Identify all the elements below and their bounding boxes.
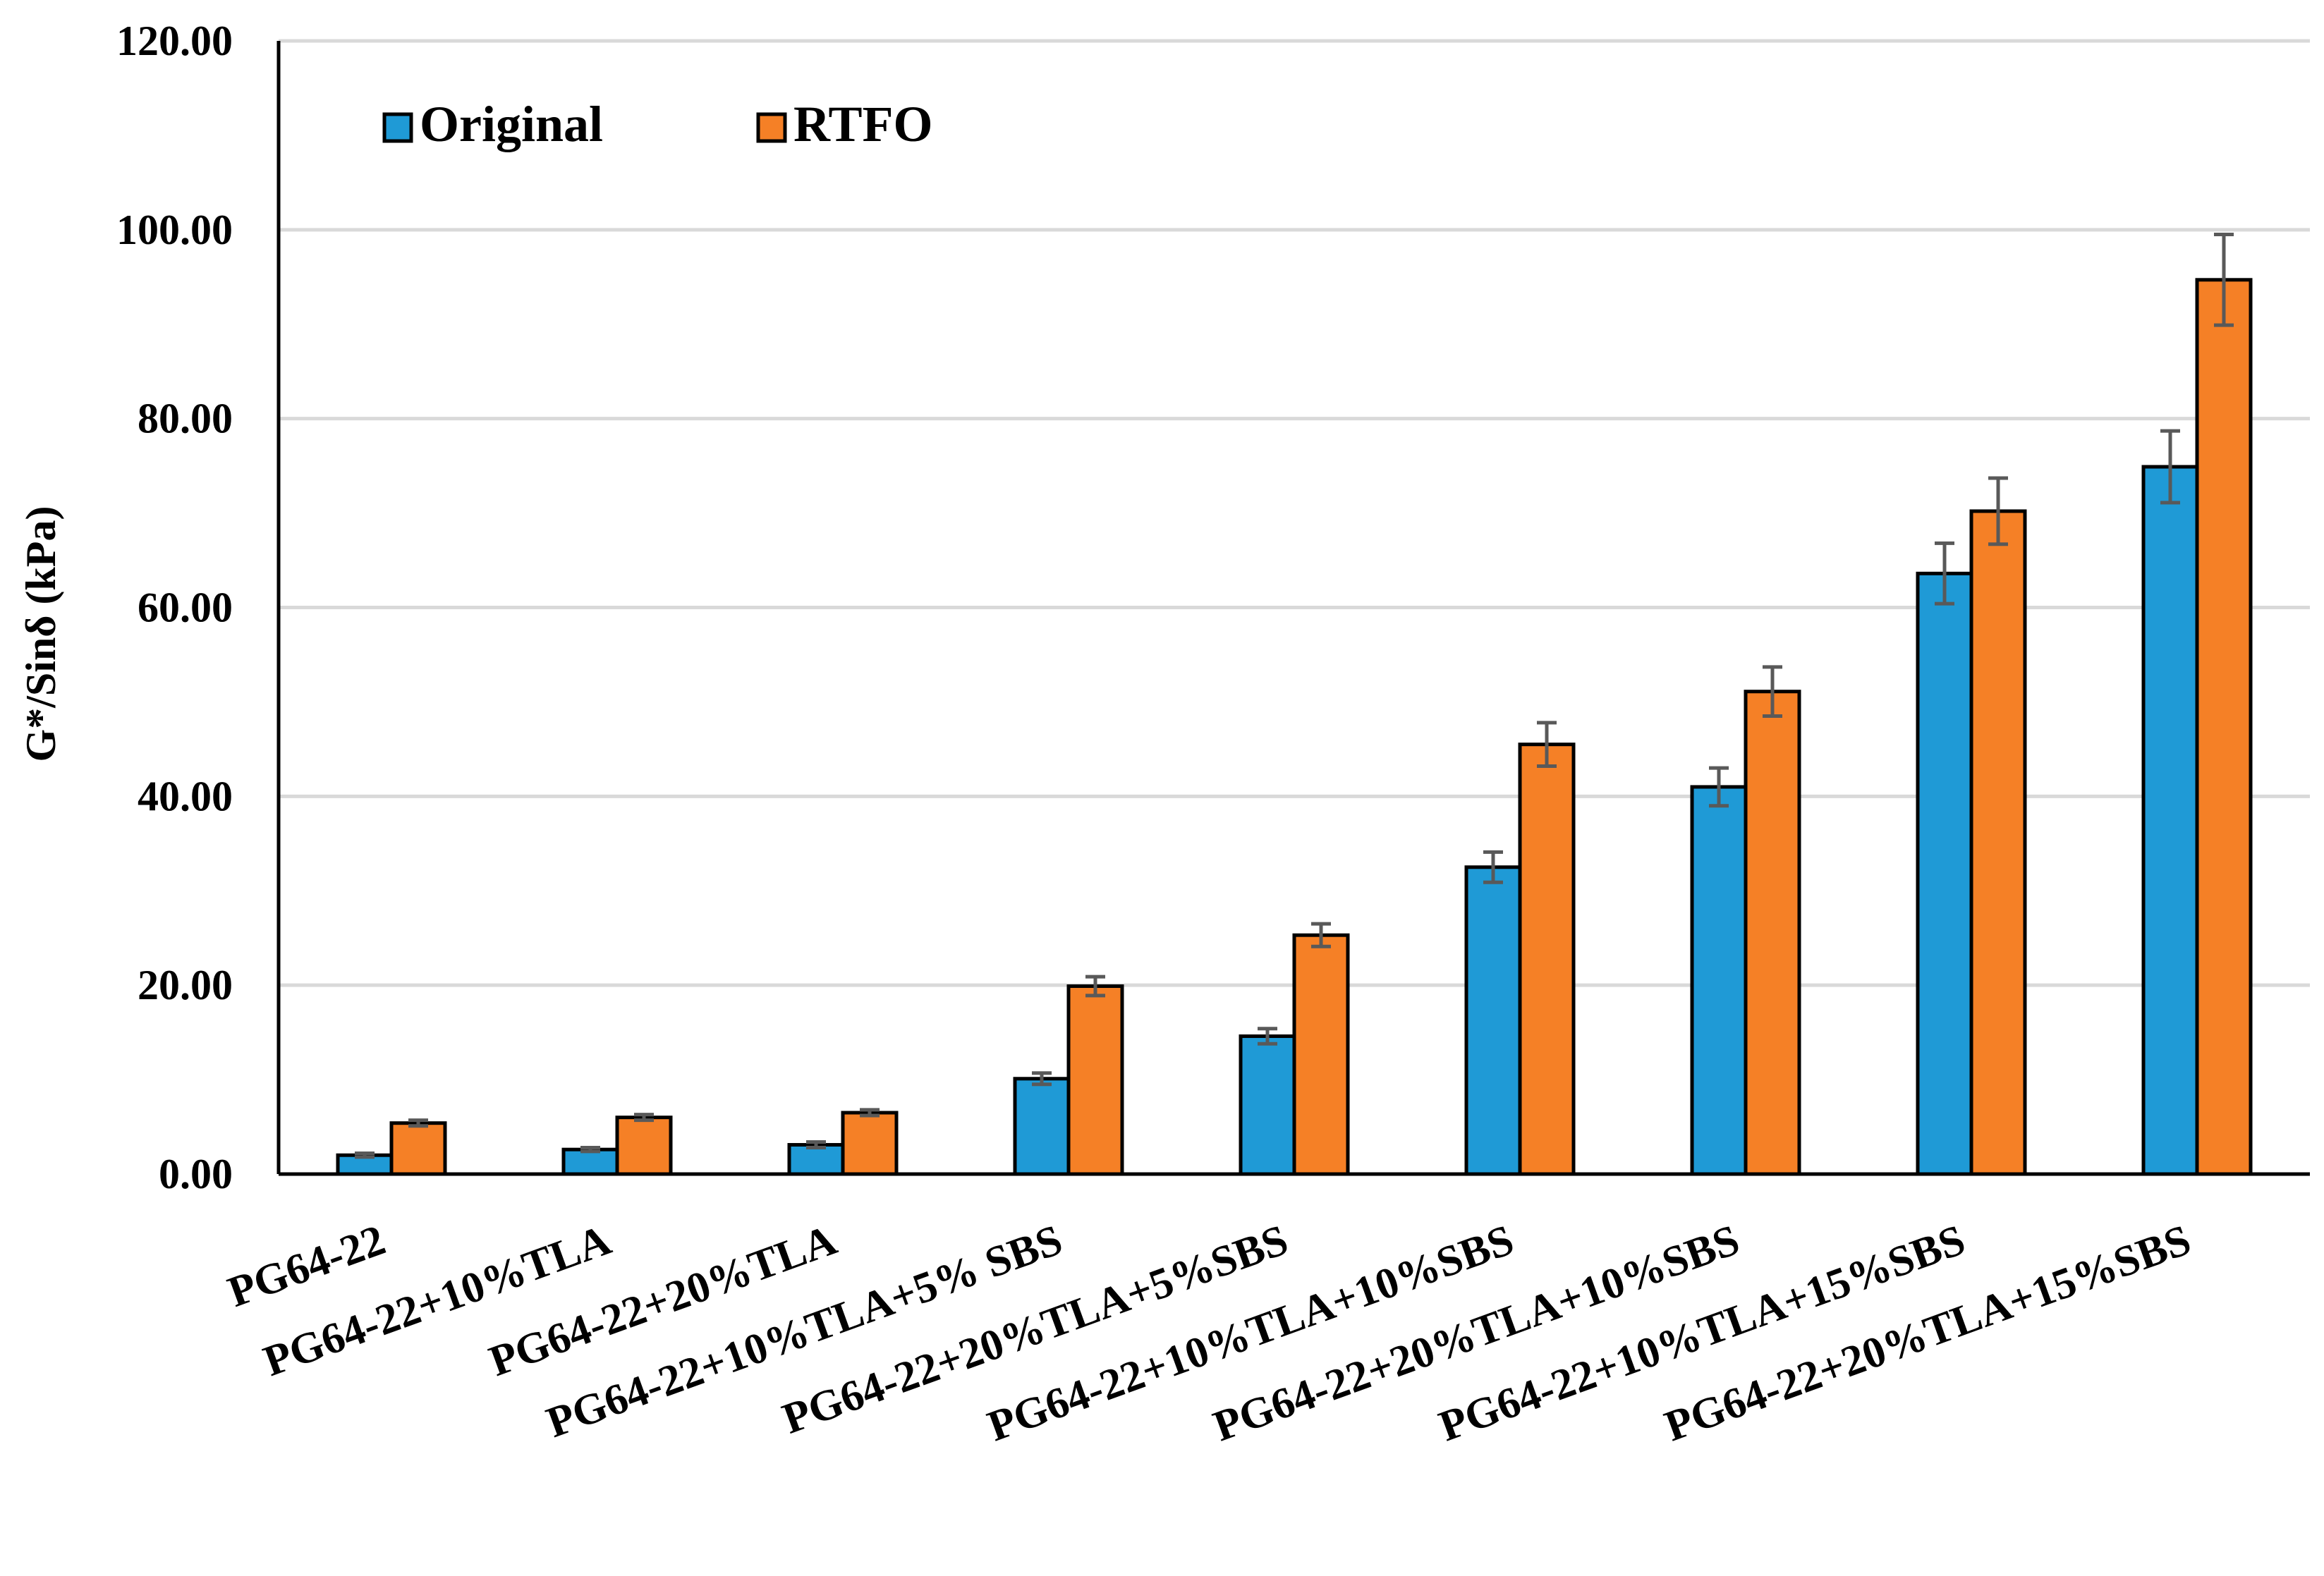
y-tick-label: 40.00 bbox=[138, 773, 233, 819]
bar-rtfo-7 bbox=[1969, 509, 2027, 1176]
legend-label-rtfo: RTFO bbox=[793, 96, 932, 152]
bar-original-7 bbox=[1916, 571, 1973, 1176]
bar-rtfo-8 bbox=[2195, 278, 2253, 1176]
y-tick-label: 120.00 bbox=[116, 18, 233, 64]
bar-rtfo-3 bbox=[1066, 984, 1124, 1176]
bar-original-8 bbox=[2141, 465, 2199, 1176]
bar-rtfo-5 bbox=[1518, 743, 1576, 1176]
y-tick-labels: 0.00 20.00 40.00 60.00 80.00 100.00 120.00 bbox=[116, 18, 233, 1197]
bar-original-1 bbox=[561, 1147, 619, 1176]
legend: Original RTFO bbox=[382, 96, 932, 152]
y-tick-label: 80.00 bbox=[138, 396, 233, 442]
legend-swatch-original bbox=[382, 112, 413, 143]
bar-rtfo-0 bbox=[389, 1121, 447, 1176]
y-tick-label: 100.00 bbox=[116, 207, 233, 253]
bar-original-4 bbox=[1239, 1034, 1296, 1176]
bar-rtfo-2 bbox=[841, 1111, 899, 1176]
bar-rtfo-1 bbox=[615, 1116, 673, 1176]
bar-rtfo-6 bbox=[1744, 690, 1801, 1176]
x-category-labels: PG64-22PG64-22+10%TLAPG64-22+20%TLAPG64-… bbox=[222, 1216, 2197, 1450]
y-axis-title: G*/Sinδ (kPa) bbox=[18, 506, 64, 762]
legend-swatch-rtfo bbox=[756, 112, 787, 143]
bar-original-5 bbox=[1464, 865, 1522, 1176]
legend-label-original: Original bbox=[420, 96, 603, 152]
y-tick-label: 60.00 bbox=[138, 585, 233, 631]
y-tick-label: 0.00 bbox=[159, 1151, 233, 1197]
error-bars bbox=[355, 233, 2234, 1159]
bar-rtfo-4 bbox=[1292, 933, 1350, 1176]
bars bbox=[336, 278, 2253, 1176]
y-tick-label: 20.00 bbox=[138, 962, 233, 1008]
bar-original-3 bbox=[1013, 1077, 1071, 1176]
bar-original-6 bbox=[1690, 785, 1748, 1176]
axes bbox=[276, 41, 2310, 1176]
